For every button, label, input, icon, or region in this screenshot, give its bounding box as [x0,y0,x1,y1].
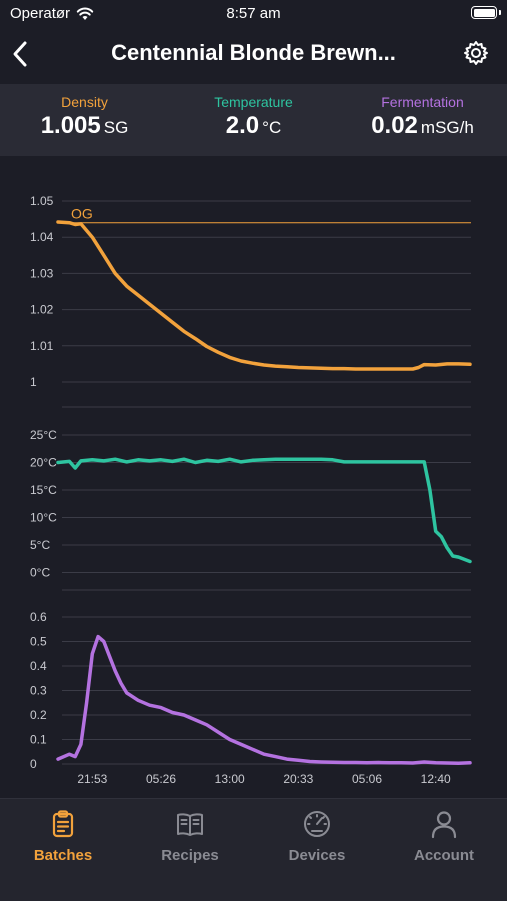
fermentation-tick-label: 0.1 [30,733,47,747]
battery-icon [471,6,497,19]
temperature-tick-label: 5°C [30,538,50,552]
wifi-icon [76,7,94,20]
x-tick-label: 05:06 [352,772,382,786]
x-tick-label: 20:33 [283,772,313,786]
stats-panel: Density 1.005 SG Temperature 2.0 °C Fermen… [0,84,507,156]
density-tick-label: 1 [30,375,37,389]
back-chevron-icon[interactable] [10,40,32,68]
temperature-tick-label: 0°C [30,566,50,580]
tab-devices[interactable]: Devices [254,809,380,864]
person-icon [431,811,457,839]
density-tick-label: 1.03 [30,266,54,280]
tab-batches-label: Batches [33,847,93,864]
temperature-tick-label: 10°C [30,511,57,525]
temperature-label: Temperature [214,94,293,110]
x-tick-label: 12:40 [421,772,451,786]
fermentation-series-line [56,634,472,766]
fermentation-unit: mSG/h [420,118,474,137]
density-value: 1.005 [40,112,101,139]
tab-bar: Batches Recipes Devices [0,798,507,901]
tab-account-label: Account [414,847,474,864]
carrier-name: Operatør [10,5,71,22]
tab-recipes[interactable]: Recipes [127,809,253,864]
temperature-tick-label: 25°C [30,428,57,442]
clock: 8:57 am [226,5,281,22]
temperature-stat: Temperature 2.0 °C [169,94,338,140]
tab-account[interactable]: Account [381,809,507,864]
density-series-line [56,220,472,371]
fermentation-label: Fermentation [381,94,464,110]
clipboard-icon [52,810,74,838]
page-title: Centennial Blonde Brewn... [111,40,396,65]
x-tick-label: 05:26 [146,772,176,786]
temperature-series-line [56,457,472,564]
fermentation-tick-label: 0 [30,757,37,771]
density-unit: SG [103,118,129,137]
navigation-bar: Centennial Blonde Brewn... [0,28,507,82]
temperature-unit: °C [262,118,282,137]
density-tick-label: 1.01 [30,339,54,353]
fermentation-tick-label: 0.6 [30,610,47,624]
x-tick-label: 21:53 [77,772,107,786]
temperature-value: 2.0 [225,112,260,139]
status-bar: Operatør 8:57 am [0,0,507,28]
density-tick-label: 1.04 [30,230,54,244]
fermentation-tick-label: 0.3 [30,684,47,698]
fermentation-tick-label: 0.5 [30,635,47,649]
temperature-tick-label: 15°C [30,483,57,497]
fermentation-tick-label: 0.2 [30,708,47,722]
gear-icon[interactable] [463,40,489,66]
gauge-icon [304,811,330,837]
density-tick-label: 1.05 [30,194,54,208]
fermentation-stat: Fermentation 0.02 mSG/h [338,94,507,140]
x-tick-label: 13:00 [215,772,245,786]
tab-devices-label: Devices [288,847,346,864]
battery-tip [499,10,501,15]
carrier: Operatør [10,5,94,22]
density-og-label: OG [71,206,93,222]
tab-batches[interactable]: Batches [0,809,126,864]
density-label: Density [61,94,108,110]
tab-recipes-label: Recipes [161,847,219,864]
density-stat: Density 1.005 SG [0,94,169,140]
fermentation-tick-label: 0.4 [30,659,47,673]
book-icon [177,813,203,836]
history-chart: 1.05 1.04 1.03 1.02 1.01 1 OG 25°C 20°C 15°C 10°C 5… [30,194,472,786]
temperature-tick-label: 20°C [30,456,57,470]
fermentation-value: 0.02 [371,112,418,139]
density-tick-label: 1.02 [30,303,54,317]
